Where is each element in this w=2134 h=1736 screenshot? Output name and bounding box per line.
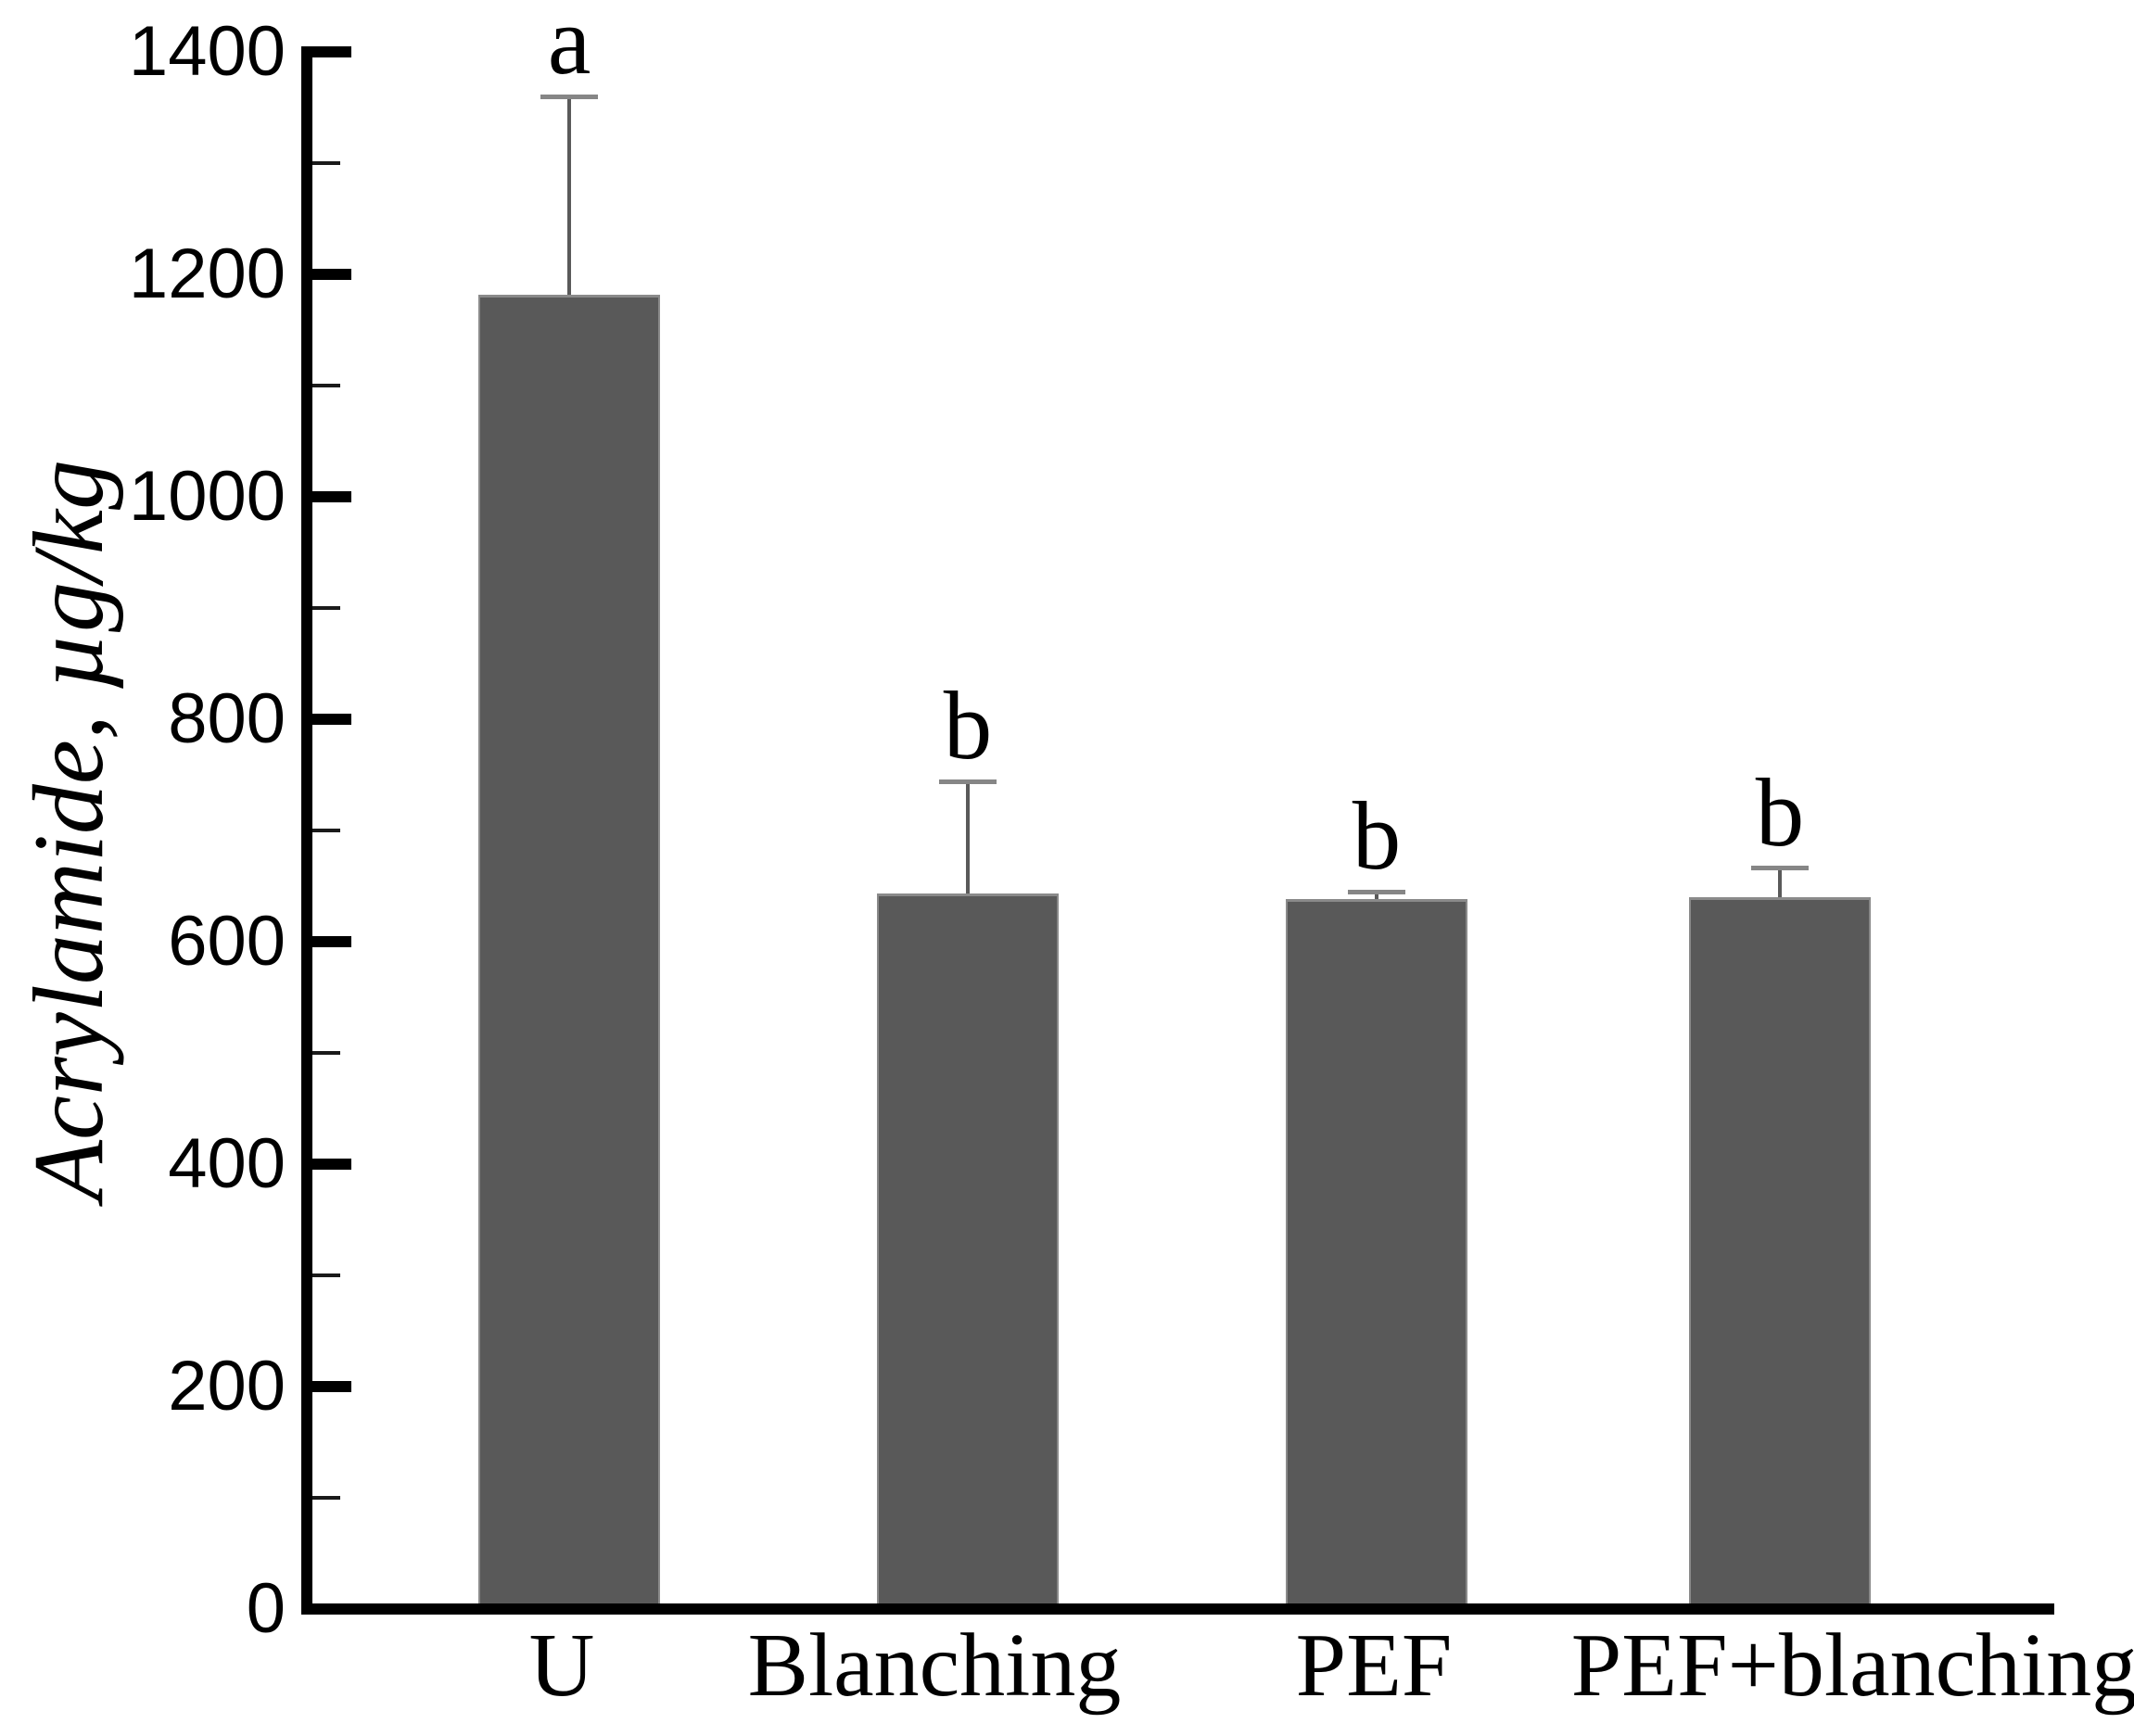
y-tick-label: 600 (168, 902, 286, 981)
error-bar-line (966, 781, 970, 894)
error-bar-line (1778, 868, 1782, 897)
y-major-tick (312, 1381, 351, 1392)
y-tick-label: 200 (168, 1347, 286, 1426)
y-minor-tick (312, 606, 340, 610)
y-tick-label: 0 (246, 1569, 286, 1648)
y-minor-tick (312, 161, 340, 165)
error-bar-cap (1751, 866, 1809, 871)
y-minor-tick (312, 1496, 340, 1500)
bar (478, 294, 660, 1603)
x-category-label: Blanching (747, 1616, 1122, 1716)
y-minor-tick (312, 384, 340, 387)
significance-letter: b (1755, 757, 1805, 867)
x-category-label: PEF+blanching (1570, 1616, 2134, 1716)
y-major-tick (312, 269, 351, 280)
bar (1286, 899, 1467, 1603)
y-major-tick (312, 46, 351, 57)
x-category-label: U (528, 1616, 595, 1716)
error-bar-cap (1348, 889, 1405, 894)
y-major-tick (312, 936, 351, 947)
y-major-tick (312, 714, 351, 725)
error-bar-cap (540, 94, 598, 99)
significance-letter: b (1352, 781, 1402, 890)
significance-letter: b (943, 671, 993, 780)
y-tick-label: 1200 (128, 234, 286, 313)
y-minor-tick (312, 829, 340, 832)
error-bar-cap (939, 779, 997, 784)
bar (877, 893, 1059, 1603)
bar (1689, 897, 1871, 1603)
y-tick-label: 1400 (128, 12, 286, 91)
y-major-tick (312, 491, 351, 502)
y-minor-tick (312, 1273, 340, 1277)
y-axis-spine (301, 46, 312, 1615)
x-category-label: PEF (1295, 1616, 1453, 1716)
y-tick-label: 800 (168, 679, 286, 758)
y-minor-tick (312, 1051, 340, 1055)
significance-letter: a (547, 0, 591, 95)
error-bar-line (1375, 892, 1378, 900)
y-major-tick (312, 1159, 351, 1170)
y-tick-label: 1000 (128, 457, 286, 536)
y-tick-label: 400 (168, 1124, 286, 1203)
x-axis-line (301, 1603, 2054, 1615)
error-bar-line (567, 96, 571, 295)
